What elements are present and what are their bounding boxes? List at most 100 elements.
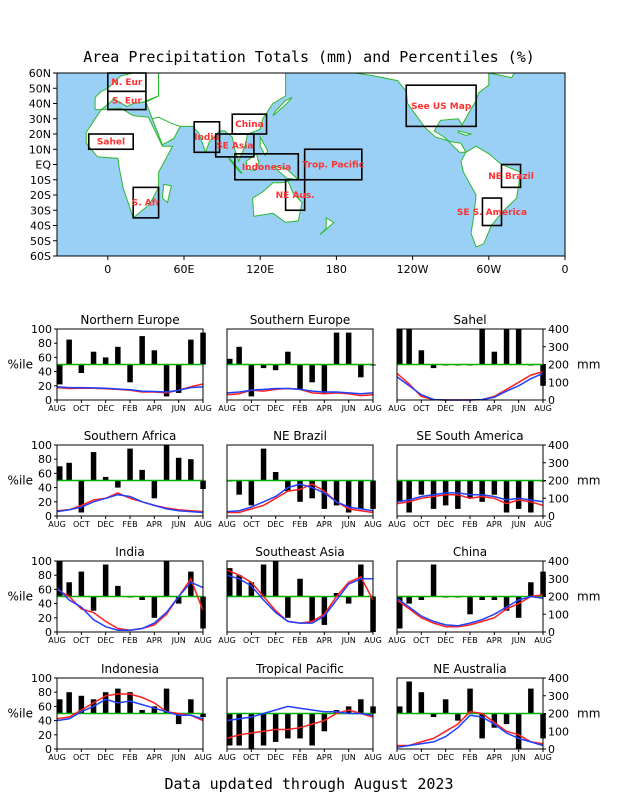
series-2-line bbox=[56, 493, 204, 514]
percentile-bar bbox=[227, 358, 233, 365]
right-tick-label: 0 bbox=[548, 743, 555, 756]
percentile-bar bbox=[358, 480, 364, 509]
x-tick-label: AUG bbox=[364, 636, 382, 645]
series-1-line bbox=[56, 492, 204, 513]
x-tick-label: AUG bbox=[218, 404, 236, 413]
percentile-bar bbox=[188, 339, 194, 365]
right-axis-label: mm bbox=[577, 358, 600, 372]
panel-title: China bbox=[453, 545, 487, 559]
percentile-bar bbox=[333, 480, 340, 506]
x-tick-label: AUG bbox=[194, 404, 212, 413]
percentile-bar bbox=[115, 480, 121, 488]
percentile-bar bbox=[406, 329, 412, 365]
x-tick-label: APR bbox=[146, 520, 162, 529]
percentile-bar bbox=[479, 713, 485, 739]
region-box bbox=[405, 84, 477, 128]
percentile-bar bbox=[151, 350, 158, 365]
x-tick-label: APR bbox=[316, 636, 332, 645]
panel-tropical-pacific: Tropical Pacific AUG OCT DEC FEB APR JUN AUG bbox=[218, 662, 382, 762]
percentile-bar bbox=[418, 350, 425, 365]
region-box bbox=[481, 197, 503, 227]
map-y-tick-label: 50S bbox=[30, 235, 51, 248]
x-tick-label: JUN bbox=[341, 404, 356, 413]
map-y-tick-label: 60S bbox=[30, 250, 51, 263]
panel-title: India bbox=[115, 545, 144, 559]
percentile-bar bbox=[115, 688, 121, 714]
panel-title: Southern Europe bbox=[250, 313, 351, 327]
figure-title: Area Precipitation Totals (mm) and Perce… bbox=[83, 48, 535, 66]
percentile-bar bbox=[503, 596, 510, 611]
percentile-bar bbox=[175, 364, 182, 393]
x-tick-label: AUG bbox=[388, 404, 406, 413]
right-tick-label: 400 bbox=[548, 555, 569, 568]
x-tick-label: FEB bbox=[122, 404, 137, 413]
series-2-line bbox=[226, 387, 374, 395]
x-tick-label: AUG bbox=[364, 404, 382, 413]
series-2-line bbox=[396, 492, 544, 503]
percentile-bar bbox=[248, 364, 255, 397]
percentile-bar bbox=[57, 466, 63, 481]
percentile-bar bbox=[66, 582, 72, 597]
x-tick-label: DEC bbox=[267, 404, 284, 413]
percentile-bar bbox=[467, 596, 473, 615]
x-tick-label: FEB bbox=[462, 520, 477, 529]
map-y-tick-label: EQ bbox=[35, 159, 51, 172]
percentile-bar bbox=[503, 480, 510, 513]
x-tick-label: APR bbox=[146, 753, 162, 762]
percentile-bar bbox=[285, 480, 291, 492]
left-tick-label: 80 bbox=[38, 337, 52, 350]
x-tick-label: DEC bbox=[437, 520, 454, 529]
series-1-line bbox=[397, 710, 544, 747]
panel-title: Tropical Pacific bbox=[255, 662, 344, 676]
percentile-bar bbox=[528, 480, 534, 513]
right-tick-label: 300 bbox=[548, 573, 569, 586]
right-tick-label: 200 bbox=[548, 708, 569, 721]
right-tick-label: 0 bbox=[548, 626, 555, 639]
percentile-bar bbox=[139, 336, 145, 365]
series-1-line bbox=[396, 593, 544, 628]
x-tick-label: AUG bbox=[364, 520, 382, 529]
region-label: NE Aus. bbox=[276, 191, 315, 201]
map-y-tick-label: 30N bbox=[29, 113, 51, 126]
percentile-bar bbox=[102, 476, 109, 481]
land-sumatra bbox=[228, 156, 243, 175]
percentile-bar bbox=[528, 688, 534, 714]
percentile-bar bbox=[90, 351, 97, 365]
x-tick-label: OCT bbox=[243, 520, 260, 529]
x-tick-label: APR bbox=[316, 753, 332, 762]
percentile-bar bbox=[406, 596, 412, 604]
percentile-bar bbox=[260, 448, 267, 481]
percentile-bar bbox=[151, 480, 158, 499]
x-tick-label: APR bbox=[486, 636, 502, 645]
percentile-bar bbox=[479, 596, 485, 600]
percentile-bar bbox=[188, 699, 194, 714]
land-arabia bbox=[151, 116, 181, 146]
percentile-bar bbox=[397, 596, 403, 629]
map-y-tick-label: 20S bbox=[30, 189, 51, 202]
percentile-bar bbox=[260, 364, 267, 369]
left-tick-label: 60 bbox=[38, 467, 52, 480]
percentile-bar bbox=[321, 713, 328, 732]
percentile-bar bbox=[321, 596, 328, 625]
percentile-bar bbox=[163, 561, 170, 597]
right-tick-label: 200 bbox=[548, 475, 569, 488]
percentile-bar bbox=[515, 329, 522, 365]
region-box bbox=[107, 90, 147, 111]
x-tick-label: AUG bbox=[534, 520, 552, 529]
percentile-bar bbox=[467, 688, 473, 714]
x-tick-label: JUN bbox=[171, 404, 186, 413]
x-tick-label: DEC bbox=[97, 520, 114, 529]
percentile-bar bbox=[127, 692, 133, 714]
left-tick-label: 20 bbox=[38, 612, 52, 625]
region-box bbox=[284, 178, 306, 212]
x-tick-label: FEB bbox=[292, 404, 307, 413]
x-tick-label: AUG bbox=[194, 520, 212, 529]
right-axis-label: mm bbox=[577, 474, 600, 488]
right-tick-label: 300 bbox=[548, 690, 569, 703]
x-tick-label: JUN bbox=[511, 404, 526, 413]
x-tick-label: JUN bbox=[341, 520, 356, 529]
panel-ne-brazil: NE Brazil AUG OCT DEC FEB APR JUN AUG bbox=[218, 429, 382, 529]
map-y-tick-label: 10N bbox=[29, 143, 51, 156]
